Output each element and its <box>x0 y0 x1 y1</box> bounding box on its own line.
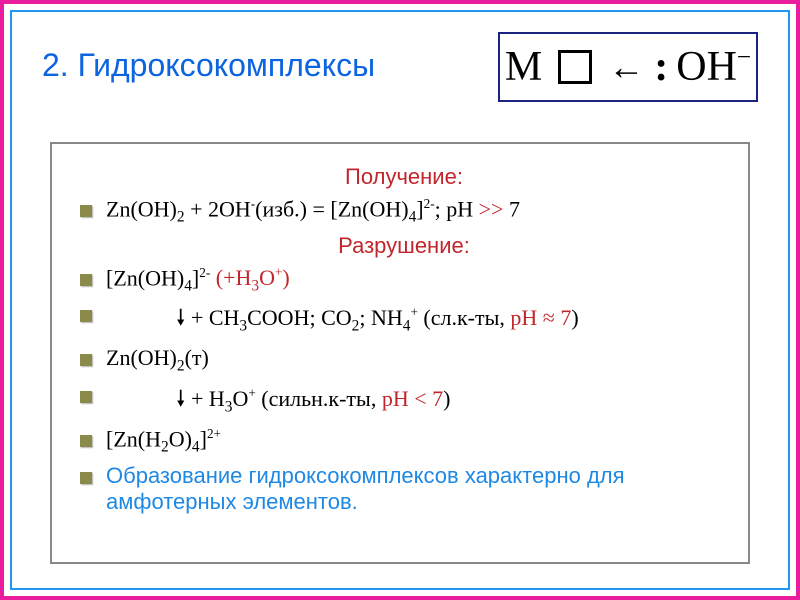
content-box: Получение: Zn(OH)2 + 2OH-(изб.) = [Zn(OH… <box>50 142 750 564</box>
equation-text: 🠗 + H3O+ (сильн.к-ты, рН < 7) <box>106 382 728 420</box>
equation-text: Zn(OH)2(т) <box>106 345 728 375</box>
bullet-icon <box>80 354 92 366</box>
arrow-left-icon: ← <box>608 46 644 88</box>
bullet-icon <box>80 391 92 403</box>
bullet-icon <box>80 274 92 286</box>
equation-line: 🠗 + H3O+ (сильн.к-ты, рН < 7) <box>80 382 728 420</box>
obtain-label: Получение: <box>345 164 463 190</box>
equation-text: Zn(OH)2 + 2OH-(изб.) = [Zn(OH)4]2-; рН >… <box>106 196 728 227</box>
inner-frame: 2. Гидроксокомплексы M ← : OH− Получение… <box>10 10 790 590</box>
bullet-icon <box>80 472 92 484</box>
bullet-icon <box>80 310 92 322</box>
bullet-icon <box>80 205 92 217</box>
formula-box: M ← : OH− <box>498 32 758 102</box>
destroy-label: Разрушение: <box>338 233 470 259</box>
equation-line: Zn(OH)2 + 2OH-(изб.) = [Zn(OH)4]2-; рН >… <box>80 196 728 227</box>
equation-line: 🠗 + CH3COOH; CO2; NH4+ (сл.к-ты, рН ≈ 7) <box>80 301 728 339</box>
lone-pair-icon: : <box>654 43 666 91</box>
equation-line: [Zn(H2O)4]2+ <box>80 426 728 457</box>
formula-box-content: M ← : OH− <box>505 43 751 91</box>
metal-symbol: M <box>505 43 542 91</box>
section-header-destroy: Разрушение: <box>80 233 728 259</box>
outer-frame: 2. Гидроксокомплексы M ← : OH− Получение… <box>0 0 800 600</box>
section-header-obtain: Получение: <box>80 164 728 190</box>
hydroxide-symbol: OH− <box>676 43 751 91</box>
vacancy-square-icon <box>558 50 592 84</box>
equation-text: [Zn(H2O)4]2+ <box>106 426 728 457</box>
bullet-icon <box>80 435 92 447</box>
equation-text: [Zn(OH)4]2- (+H3O+) <box>106 265 728 296</box>
footer-line: Образование гидроксокомплексов характерн… <box>80 463 728 515</box>
equation-text: 🠗 + CH3COOH; CO2; NH4+ (сл.к-ты, рН ≈ 7) <box>106 301 728 339</box>
equation-line: Zn(OH)2(т) <box>80 345 728 375</box>
slide-title: 2. Гидроксокомплексы <box>42 46 375 84</box>
equation-line: [Zn(OH)4]2- (+H3O+) <box>80 265 728 296</box>
footer-text: Образование гидроксокомплексов характерн… <box>106 463 728 515</box>
